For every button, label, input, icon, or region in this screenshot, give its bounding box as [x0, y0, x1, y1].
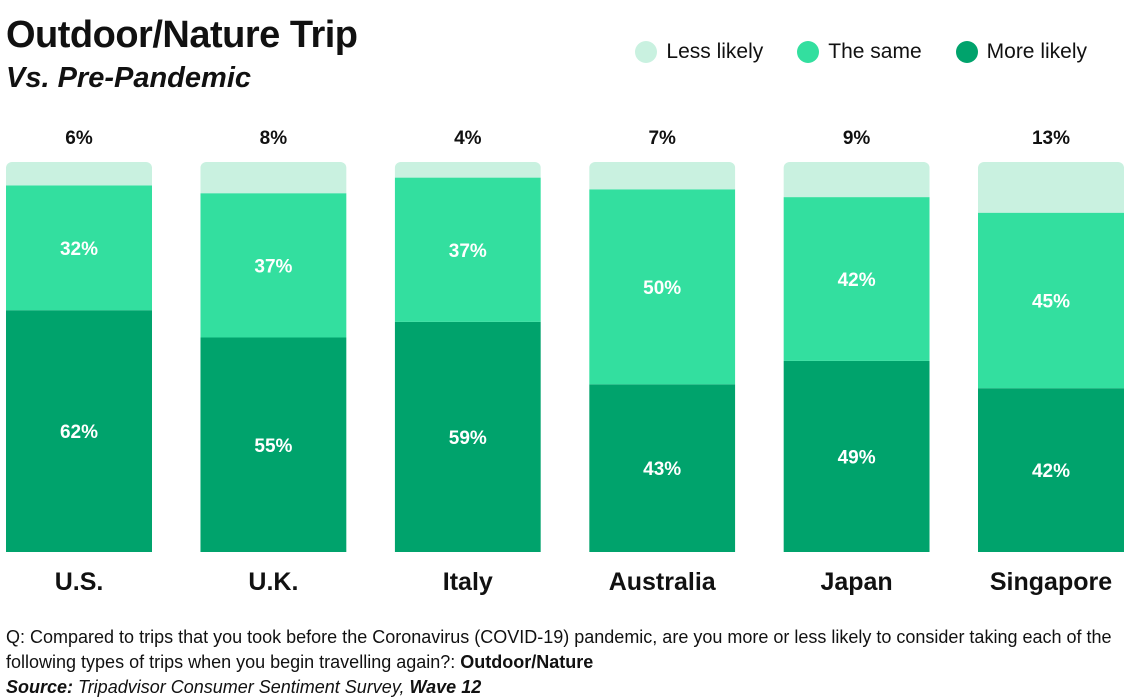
data-label-italy-less-likely: 4%	[454, 128, 482, 149]
data-label-japan-the-same: 42%	[838, 270, 876, 291]
data-label-singapore-more-likely: 42%	[1032, 461, 1070, 482]
bar-japan-more-likely	[783, 360, 930, 552]
category-label-australia: Australia	[609, 568, 717, 596]
bar-italy-the-same	[394, 177, 541, 322]
legend-label-the-same: The same	[828, 40, 922, 63]
category-label-singapore: Singapore	[990, 568, 1112, 596]
category-label-italy: Italy	[443, 568, 493, 596]
legend-label-more-likely: More likely	[986, 40, 1087, 63]
survey-question: Q: Compared to trips that you took befor…	[6, 625, 1116, 675]
bar-u-k-the-same	[200, 193, 347, 338]
legend-swatch-less-likely	[635, 41, 658, 63]
data-label-japan-more-likely: 49%	[838, 447, 876, 468]
data-label-u-k-less-likely: 8%	[260, 128, 288, 149]
footnote: Q: Compared to trips that you took befor…	[6, 625, 1116, 700]
question-topic: Outdoor/Nature	[460, 652, 594, 672]
bar-u-k-more-likely	[200, 337, 347, 552]
data-label-u-k-the-same: 37%	[254, 256, 292, 277]
chart-title: Outdoor/Nature Trip	[6, 14, 358, 56]
legend-swatch-the-same	[797, 41, 820, 63]
category-label-u-k: U.K.	[248, 568, 298, 596]
stacked-bar-chart: 62% 32% 6% U.S. 55% 37% 8% U.K. 59% 37% 4% Italy 43%…	[6, 128, 1124, 596]
bar-japan-the-same	[783, 197, 930, 361]
data-label-australia-more-likely: 43%	[643, 459, 681, 480]
chart-subtitle: Vs. Pre-Pandemic	[6, 62, 251, 94]
bar-australia-less-likely	[589, 162, 736, 190]
category-label-u-s: U.S.	[55, 568, 104, 596]
data-label-australia-less-likely: 7%	[648, 128, 676, 149]
data-label-u-s-the-same: 32%	[60, 239, 98, 260]
category-label-japan: Japan	[820, 568, 892, 596]
question-prefix: Q:	[6, 627, 26, 647]
bar-singapore-the-same	[978, 212, 1124, 389]
data-label-italy-more-likely: 59%	[449, 428, 487, 449]
legend-item-the-same: The same	[797, 40, 922, 64]
bar-u-s-the-same	[6, 185, 152, 311]
data-label-italy-the-same: 37%	[449, 241, 487, 262]
bar-italy-more-likely	[394, 321, 541, 552]
bar-australia-the-same	[589, 189, 736, 385]
question-text: Compared to trips that you took before t…	[6, 627, 1112, 672]
source-text: Tripadvisor Consumer Sentiment Survey,	[73, 677, 410, 697]
data-label-u-s-less-likely: 6%	[65, 128, 93, 149]
source-label: Source:	[6, 677, 74, 697]
data-label-u-s-more-likely: 62%	[60, 422, 98, 443]
bar-u-s-more-likely	[6, 310, 152, 552]
data-label-australia-the-same: 50%	[643, 278, 681, 299]
bar-italy-less-likely	[394, 162, 541, 178]
legend-swatch-more-likely	[955, 41, 978, 63]
bar-u-s-less-likely	[6, 162, 152, 186]
bar-australia-more-likely	[589, 384, 736, 552]
source-wave: Wave 12	[409, 677, 482, 697]
data-label-singapore-less-likely: 13%	[1032, 128, 1070, 149]
bar-japan-less-likely	[783, 162, 930, 198]
data-label-singapore-the-same: 45%	[1032, 291, 1070, 312]
bar-u-k-less-likely	[200, 162, 347, 194]
legend: Less likely The same More likely	[635, 40, 1087, 64]
data-label-japan-less-likely: 9%	[843, 128, 871, 149]
legend-label-less-likely: Less likely	[666, 40, 764, 63]
legend-item-less-likely: Less likely	[635, 40, 763, 64]
bar-singapore-less-likely	[978, 162, 1124, 213]
bar-singapore-more-likely	[978, 388, 1124, 552]
source-line: Source: Tripadvisor Consumer Sentiment S…	[6, 675, 1116, 700]
legend-item-more-likely: More likely	[955, 40, 1087, 64]
data-label-u-k-more-likely: 55%	[254, 436, 292, 457]
